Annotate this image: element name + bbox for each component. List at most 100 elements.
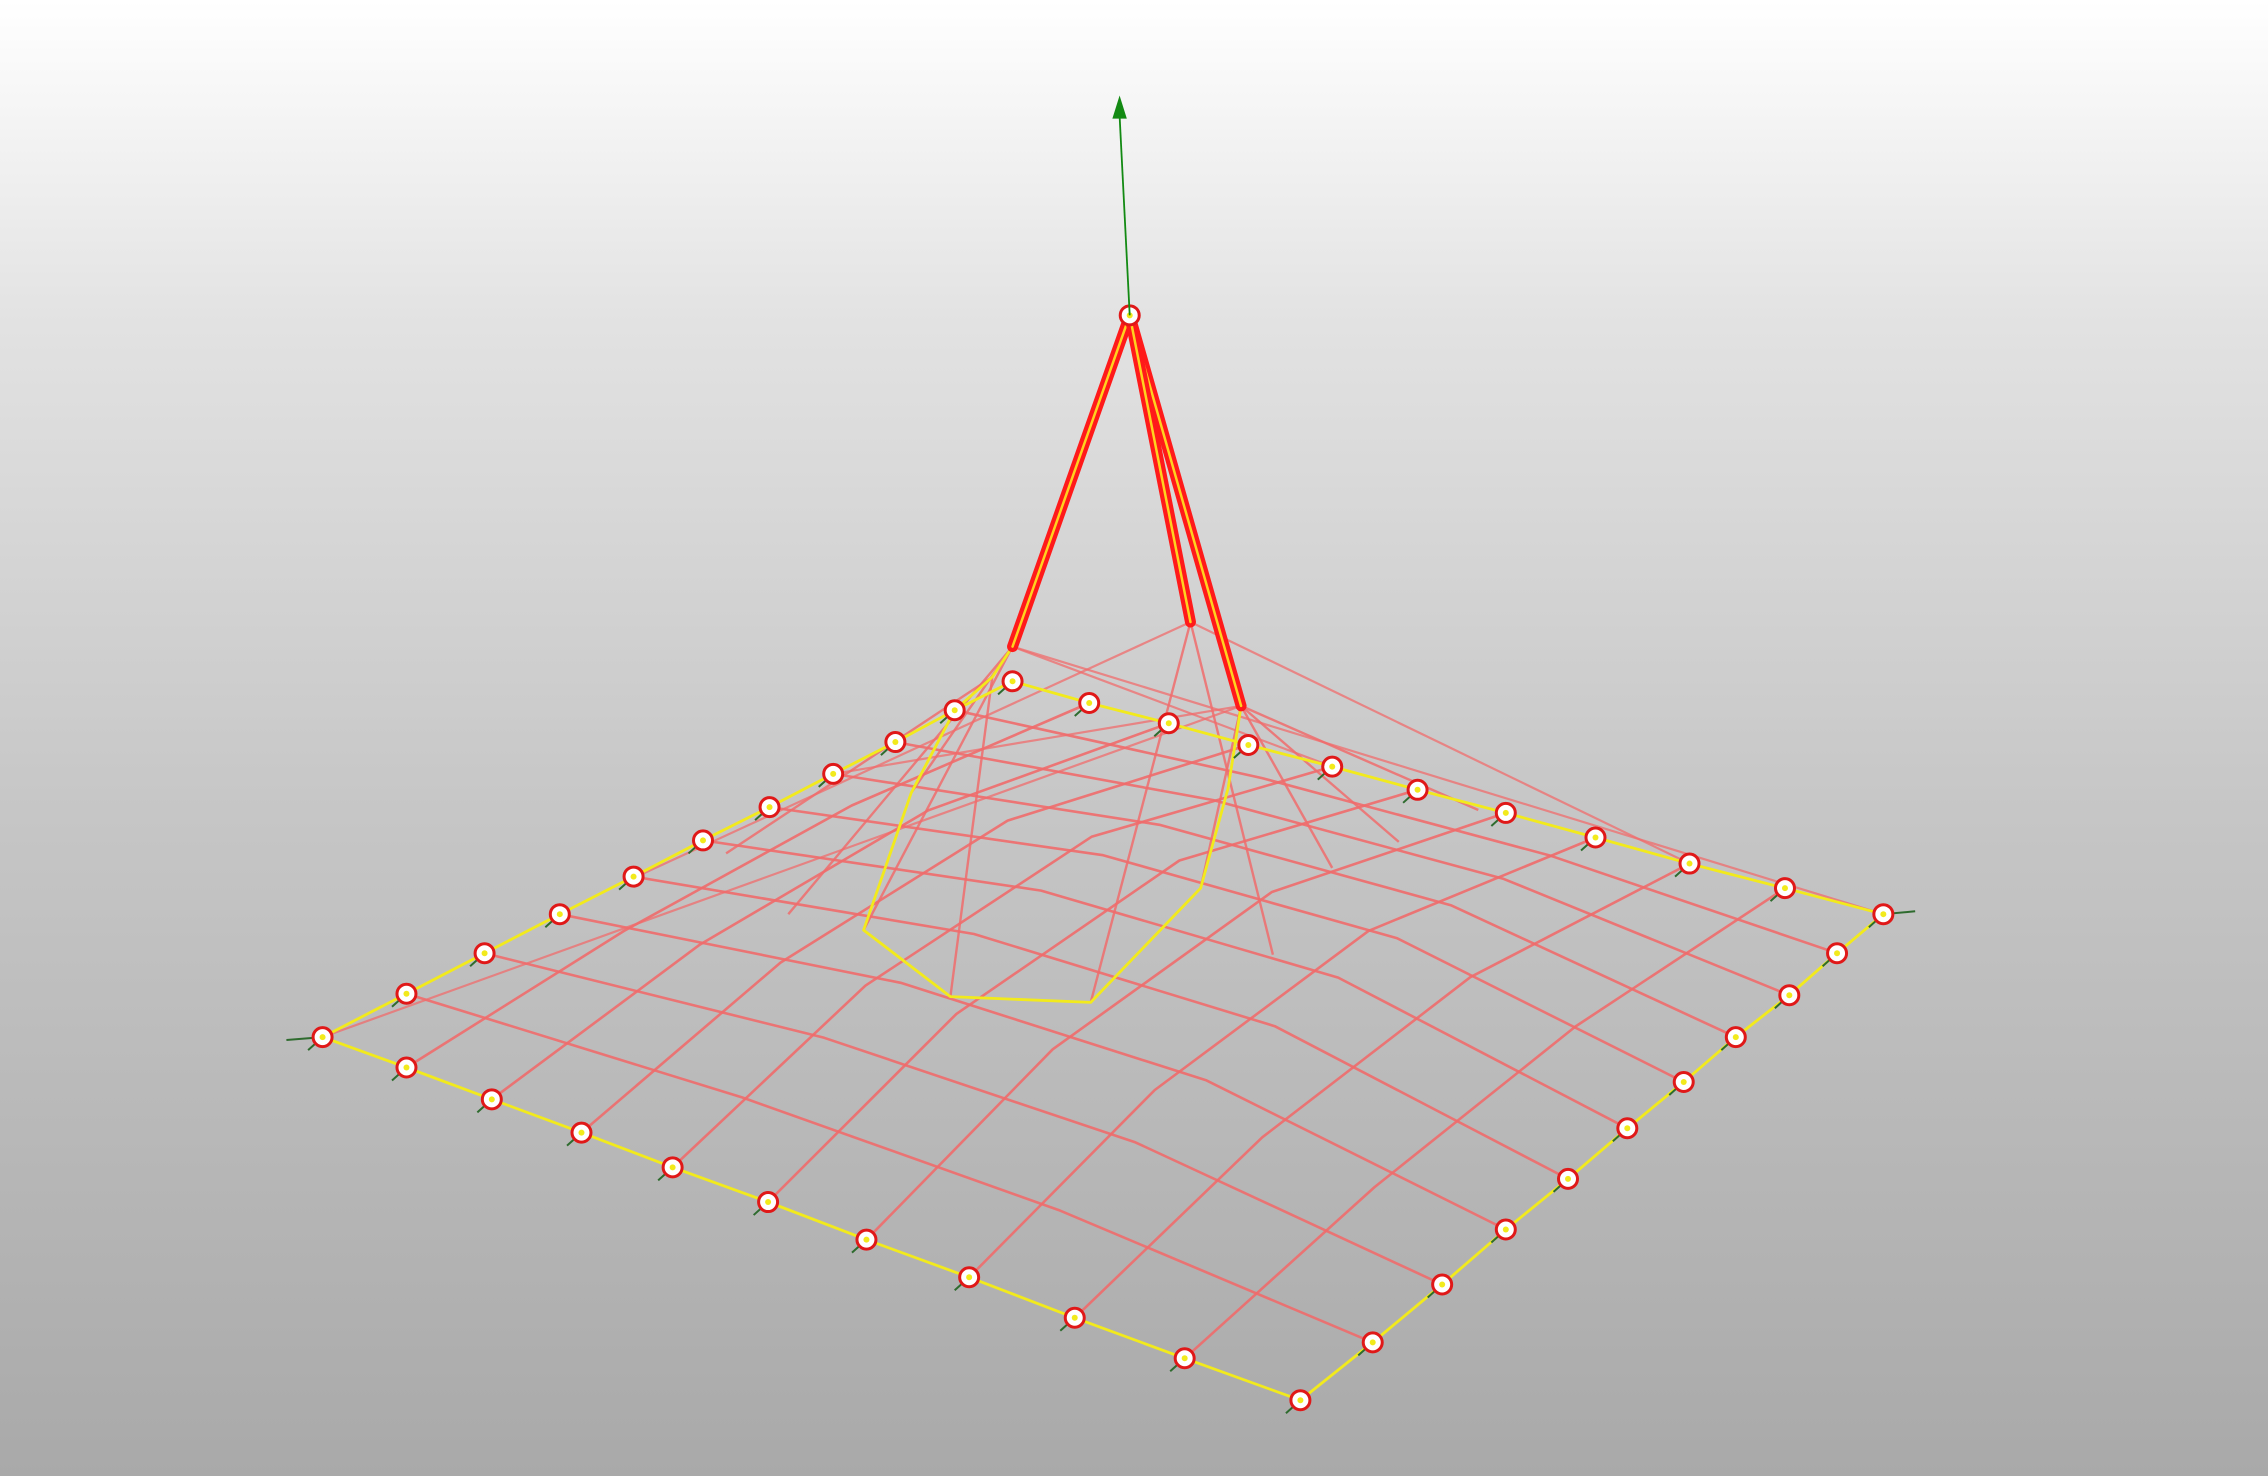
node-center xyxy=(966,1274,973,1281)
net-cable xyxy=(559,912,1507,1231)
circle-node-icon xyxy=(758,796,781,819)
node-center xyxy=(830,770,837,777)
circle-node-icon xyxy=(1678,852,1701,875)
net-cable xyxy=(1012,645,1884,916)
circle-node-icon xyxy=(1494,1218,1517,1241)
circle-node-icon xyxy=(1063,1306,1086,1329)
circle-node-icon xyxy=(548,903,571,926)
circle-node-icon xyxy=(661,1156,684,1179)
node-center xyxy=(630,873,637,880)
node-center xyxy=(1181,1355,1188,1362)
circle-node-icon xyxy=(1672,1070,1695,1093)
node-center xyxy=(1786,992,1793,999)
node-center xyxy=(1245,741,1252,748)
node-center xyxy=(1502,809,1509,816)
node-center xyxy=(765,1199,772,1206)
net-cable xyxy=(949,676,994,997)
node-center xyxy=(699,837,706,844)
circle-node-icon xyxy=(1237,733,1260,756)
net-cable xyxy=(1189,621,1275,955)
node-center xyxy=(1071,1314,1078,1321)
node-center xyxy=(669,1164,676,1171)
net-cable xyxy=(671,765,1333,1169)
net-cable xyxy=(1089,621,1192,1003)
node-center xyxy=(1165,720,1172,727)
circle-node-icon xyxy=(1406,778,1429,801)
node-center xyxy=(403,1064,410,1071)
circle-node-icon xyxy=(622,865,645,888)
edge-cable xyxy=(321,680,1014,1039)
net-cable xyxy=(954,708,1838,955)
node-center xyxy=(1624,1125,1631,1132)
circle-node-icon xyxy=(1001,670,1024,693)
circle-node-icon xyxy=(1557,1167,1580,1190)
node-center xyxy=(481,950,488,957)
node-center xyxy=(1439,1281,1446,1288)
node-center xyxy=(951,707,958,714)
circle-node-icon xyxy=(395,1056,418,1079)
circle-node-icon xyxy=(1078,691,1101,714)
circle-node-icon xyxy=(311,1026,334,1049)
support-nodes xyxy=(311,304,1895,1412)
node-center xyxy=(863,1236,870,1243)
load-arrow-icon xyxy=(1112,95,1131,316)
circle-node-icon xyxy=(395,982,418,1005)
net-cable xyxy=(1240,705,1334,869)
net-cable xyxy=(1240,704,1400,843)
net-cable xyxy=(769,805,1685,1084)
node-center xyxy=(1592,834,1599,841)
node-center xyxy=(1880,911,1887,918)
node-center xyxy=(1086,699,1093,706)
node-center xyxy=(403,990,410,997)
node-center xyxy=(1565,1175,1572,1182)
net-cable xyxy=(702,839,1628,1130)
circle-node-icon xyxy=(958,1266,981,1289)
circle-node-icon xyxy=(570,1121,593,1144)
circle-node-icon xyxy=(1778,984,1801,1007)
node-center xyxy=(1329,763,1336,770)
net-cable xyxy=(1012,645,1333,768)
node-center xyxy=(578,1129,585,1136)
circle-node-icon xyxy=(473,942,496,965)
net-cable xyxy=(322,704,1242,1039)
circle-node-icon xyxy=(691,829,714,852)
net-cable xyxy=(832,772,1737,1039)
ring-cable xyxy=(862,645,1243,1004)
net-cable xyxy=(491,722,1170,1101)
mast-struts xyxy=(1007,309,1247,712)
circle-node-icon xyxy=(1872,903,1895,926)
net-cable xyxy=(633,875,1569,1181)
net-cable xyxy=(484,951,1443,1286)
net-cable xyxy=(405,701,1090,1069)
node-center xyxy=(319,1034,326,1041)
net-cable xyxy=(1190,621,1690,865)
circle-node-icon xyxy=(855,1228,878,1251)
net-cable xyxy=(1073,862,1691,1319)
net-cable xyxy=(767,788,1418,1203)
node-center xyxy=(1834,950,1841,957)
circle-node-icon xyxy=(1494,801,1517,824)
net-cable xyxy=(895,740,1790,997)
circle-node-icon xyxy=(757,1191,780,1214)
circle-node-icon xyxy=(1173,1347,1196,1370)
boundary-edges xyxy=(321,645,1885,1402)
net-cable xyxy=(406,992,1374,1344)
circle-node-icon xyxy=(1431,1273,1454,1296)
load-arrow-shaft xyxy=(1118,115,1131,316)
node-center xyxy=(1414,786,1421,793)
circle-node-icon xyxy=(1826,942,1849,965)
node-center xyxy=(766,804,773,811)
node-center xyxy=(1297,1397,1304,1404)
node-center xyxy=(1680,1078,1687,1085)
circle-node-icon xyxy=(1157,712,1180,735)
edge-cable xyxy=(1012,679,1884,916)
node-center xyxy=(1502,1226,1509,1233)
node-center xyxy=(1009,678,1016,685)
circle-node-icon xyxy=(1616,1117,1639,1140)
node-center xyxy=(1781,885,1788,892)
net-cable xyxy=(1199,705,1243,889)
net-cable xyxy=(968,836,1596,1279)
node-center xyxy=(556,911,563,918)
